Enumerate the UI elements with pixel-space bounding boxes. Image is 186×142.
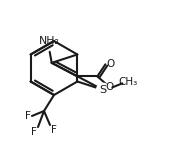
Text: F: F (25, 111, 31, 121)
Text: O: O (106, 59, 115, 69)
Text: F: F (51, 125, 57, 135)
Text: S: S (100, 85, 107, 95)
Text: F: F (31, 127, 37, 137)
Text: O: O (105, 82, 113, 92)
Text: CH₃: CH₃ (119, 77, 138, 87)
Text: NH₂: NH₂ (39, 36, 60, 46)
Circle shape (97, 83, 110, 96)
